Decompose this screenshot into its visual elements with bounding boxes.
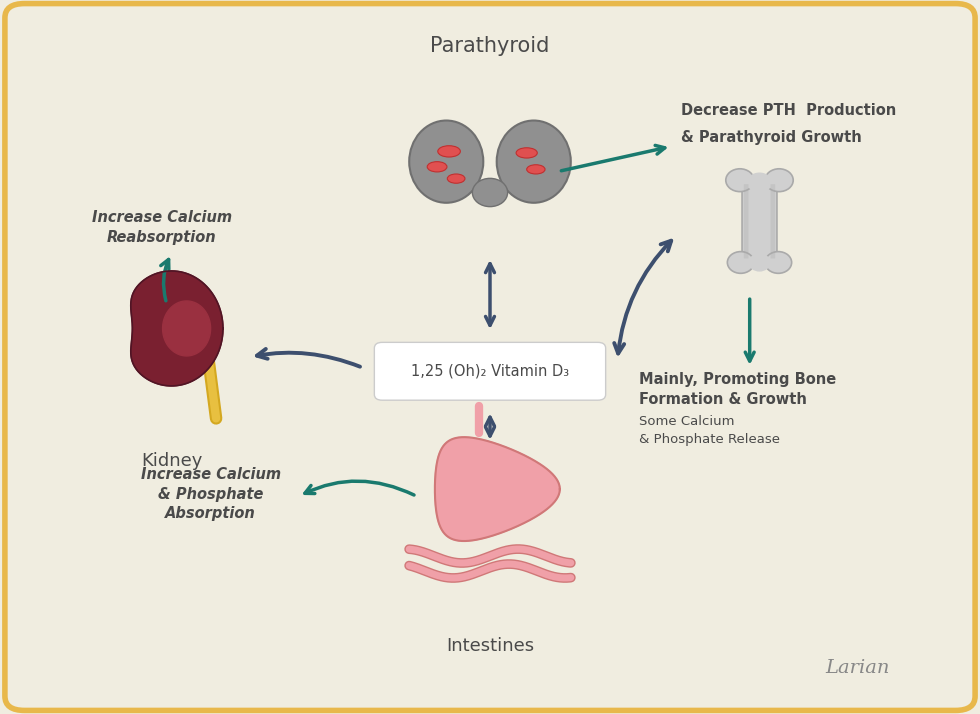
- FancyArrowPatch shape: [161, 259, 169, 301]
- Ellipse shape: [765, 251, 792, 273]
- FancyArrowPatch shape: [485, 263, 495, 326]
- Text: Mainly, Promoting Bone: Mainly, Promoting Bone: [639, 372, 836, 388]
- FancyBboxPatch shape: [5, 4, 975, 710]
- Text: & Phosphate: & Phosphate: [158, 486, 264, 502]
- Text: Increase Calcium: Increase Calcium: [92, 210, 231, 226]
- FancyArrowPatch shape: [257, 349, 360, 367]
- Polygon shape: [163, 301, 211, 356]
- Polygon shape: [130, 271, 222, 386]
- FancyBboxPatch shape: [770, 184, 775, 258]
- Ellipse shape: [427, 161, 447, 172]
- Ellipse shape: [749, 253, 770, 271]
- Ellipse shape: [447, 174, 465, 183]
- FancyArrowPatch shape: [305, 481, 414, 495]
- Ellipse shape: [747, 173, 772, 193]
- Text: Formation & Growth: Formation & Growth: [639, 391, 807, 407]
- Ellipse shape: [526, 165, 545, 174]
- Ellipse shape: [727, 251, 754, 273]
- Text: Increase Calcium: Increase Calcium: [141, 467, 280, 483]
- FancyBboxPatch shape: [384, 108, 596, 221]
- Text: Larian: Larian: [825, 658, 890, 677]
- Ellipse shape: [410, 121, 483, 203]
- Text: & Phosphate Release: & Phosphate Release: [639, 433, 780, 446]
- Ellipse shape: [438, 146, 461, 157]
- Text: Kidney: Kidney: [141, 451, 202, 470]
- Polygon shape: [435, 437, 560, 541]
- Text: & Parathyroid Growth: & Parathyroid Growth: [681, 129, 861, 145]
- Text: Intestines: Intestines: [446, 637, 534, 655]
- FancyBboxPatch shape: [374, 343, 606, 400]
- FancyArrowPatch shape: [614, 241, 671, 353]
- Text: 1,25 (Oh)₂ Vitamin D₃: 1,25 (Oh)₂ Vitamin D₃: [411, 363, 569, 379]
- Ellipse shape: [472, 178, 508, 206]
- FancyBboxPatch shape: [742, 178, 777, 265]
- FancyArrowPatch shape: [562, 146, 664, 171]
- FancyArrowPatch shape: [745, 299, 755, 361]
- Text: Reabsorption: Reabsorption: [107, 229, 217, 245]
- Ellipse shape: [516, 148, 537, 158]
- Ellipse shape: [765, 169, 793, 191]
- Ellipse shape: [726, 169, 754, 191]
- Text: Absorption: Absorption: [166, 506, 256, 521]
- Text: Decrease PTH  Production: Decrease PTH Production: [681, 103, 897, 119]
- Text: Parathyroid: Parathyroid: [430, 36, 550, 56]
- Text: Some Calcium: Some Calcium: [639, 415, 734, 428]
- FancyBboxPatch shape: [744, 184, 749, 258]
- Ellipse shape: [497, 121, 570, 203]
- FancyArrowPatch shape: [485, 417, 495, 436]
